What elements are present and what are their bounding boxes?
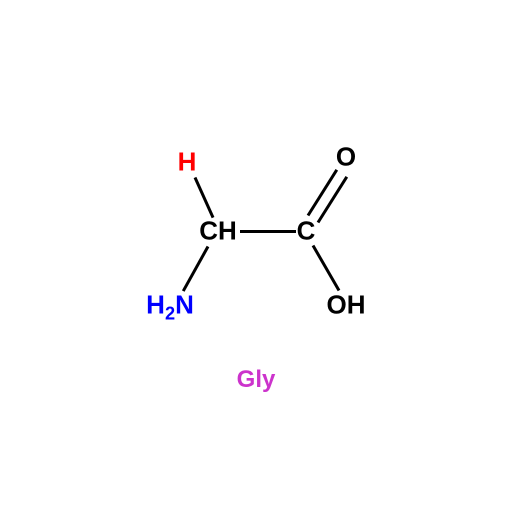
bond-ch-c	[240, 230, 296, 233]
bond-ch-n	[182, 245, 210, 291]
molecule-caption: Gly	[237, 366, 276, 394]
atom-oh: OH	[327, 290, 366, 321]
atom-h: H	[178, 147, 197, 178]
bond-h-ch	[194, 176, 215, 217]
molecule-canvas: H CH C O OH H2N Gly	[0, 0, 512, 512]
atom-ch: CH	[199, 216, 237, 247]
atom-h2n: H2N	[146, 289, 194, 324]
bond-c-o-a	[307, 168, 339, 216]
atom-o: O	[336, 142, 356, 173]
bond-c-oh	[312, 244, 341, 290]
atom-c: C	[297, 216, 316, 247]
bond-c-o-b	[317, 175, 349, 223]
